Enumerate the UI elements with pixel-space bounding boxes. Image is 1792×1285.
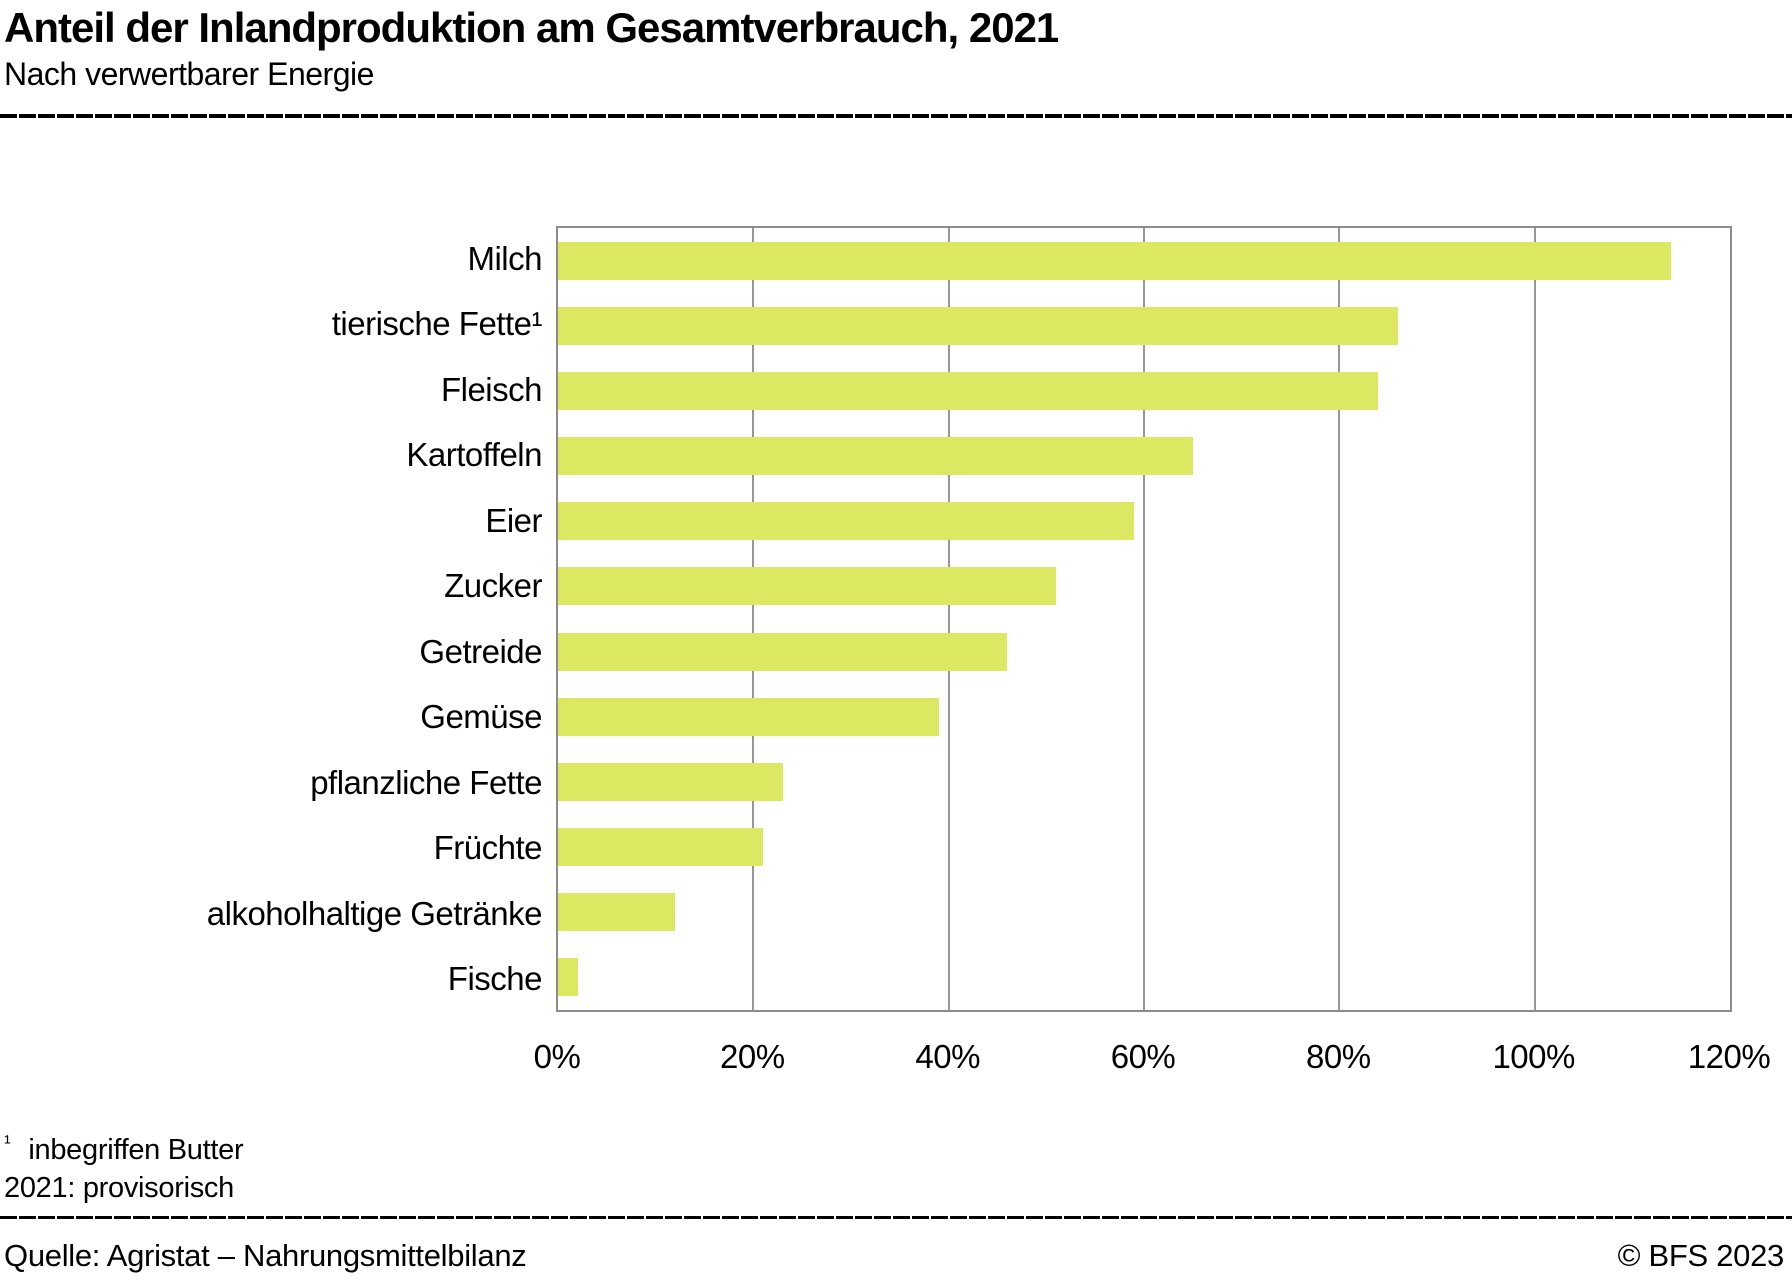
bar-row-8 — [558, 749, 1730, 814]
x-axis-ticks: 0% 20% 40% 60% 80% 100% 120% — [534, 1038, 1771, 1082]
category-label-11: Fische — [447, 960, 543, 998]
gridline-40% — [947, 228, 950, 1010]
x-tick-label-80%: 80% — [1306, 1038, 1371, 1075]
header-divider — [0, 114, 1792, 118]
bar-row-3 — [558, 424, 1730, 489]
bar-row-10 — [558, 880, 1730, 945]
x-tick-label-20%: 20% — [720, 1038, 785, 1075]
bar-rows — [558, 228, 1730, 1010]
gridline-80% — [1338, 228, 1341, 1010]
bar-Milch — [558, 241, 1672, 280]
category-label-4: Eier — [485, 501, 542, 539]
category-label-6: Getreide — [419, 632, 542, 670]
category-label-3: Kartoffeln — [406, 436, 542, 474]
footnotes: ¹ inbegriffen Butter 2021: provisorisch — [4, 1124, 244, 1207]
bar-row-7 — [558, 684, 1730, 749]
plot-area — [556, 226, 1732, 1012]
category-axis: Milch tierische Fette¹ Fleisch Kartoffeln Ei… — [0, 226, 543, 1012]
bar-row-9 — [558, 815, 1730, 880]
gridline-20% — [752, 228, 755, 1010]
bar-Gemüse — [558, 697, 939, 736]
category-label-8: pflanzliche Fette — [310, 763, 542, 801]
bar-row-11 — [558, 945, 1730, 1010]
chart-subtitle: Nach verwertbarer Energie — [4, 56, 374, 92]
bar-pflanzliche Fette — [558, 762, 783, 801]
bar-row-2 — [558, 358, 1730, 423]
category-label-7: Gemüse — [420, 698, 542, 736]
footnote-marker: ¹ — [4, 1132, 11, 1154]
copyright-text: © BFS 2023 — [1617, 1238, 1785, 1273]
bar-Fische — [558, 958, 578, 997]
bar-Eier — [558, 502, 1135, 541]
gridline-60% — [1143, 228, 1145, 1010]
bar-Zucker — [558, 567, 1057, 606]
category-label-10: alkoholhaltige Getränke — [206, 894, 543, 932]
footnote-text: inbegriffen Butter — [28, 1134, 244, 1166]
bar-Getreide — [558, 632, 1008, 671]
footnote-line-2: 2021: provisorisch — [4, 1172, 234, 1204]
footer-divider — [0, 1216, 1792, 1219]
bar-row-1 — [558, 293, 1730, 358]
bar-row-5 — [558, 554, 1730, 619]
bar-row-4 — [558, 489, 1730, 554]
x-tick-label-0%: 0% — [533, 1038, 581, 1075]
category-label-5: Zucker — [444, 567, 542, 605]
bar-alkoholhaltige Getränke — [558, 893, 676, 932]
bar-Fleisch — [558, 371, 1379, 410]
bar-Kartoffeln — [558, 437, 1193, 476]
x-tick-label-100%: 100% — [1492, 1038, 1575, 1075]
bar-row-0 — [558, 228, 1730, 293]
gridline-100% — [1533, 228, 1536, 1010]
bar-Früchte — [558, 828, 764, 867]
category-label-9: Früchte — [433, 829, 543, 867]
category-label-0: Milch — [467, 239, 542, 277]
footnote-line-1: ¹ inbegriffen Butter — [4, 1124, 244, 1169]
x-tick-label-120%: 120% — [1687, 1038, 1771, 1075]
x-tick-label-60%: 60% — [1110, 1038, 1176, 1075]
category-label-1: tierische Fette¹ — [331, 305, 543, 343]
bar-tierische Fette¹ — [558, 306, 1398, 345]
bar-row-6 — [558, 619, 1730, 684]
chart-title: Anteil der Inlandproduktion am Gesamtver… — [4, 4, 1059, 51]
footer: Quelle: Agristat – Nahrungsmittelbilanz … — [4, 1238, 1784, 1274]
x-tick-label-40%: 40% — [915, 1038, 980, 1075]
category-label-2: Fleisch — [440, 370, 543, 408]
source-text: Quelle: Agristat – Nahrungsmittelbilanz — [4, 1238, 527, 1273]
